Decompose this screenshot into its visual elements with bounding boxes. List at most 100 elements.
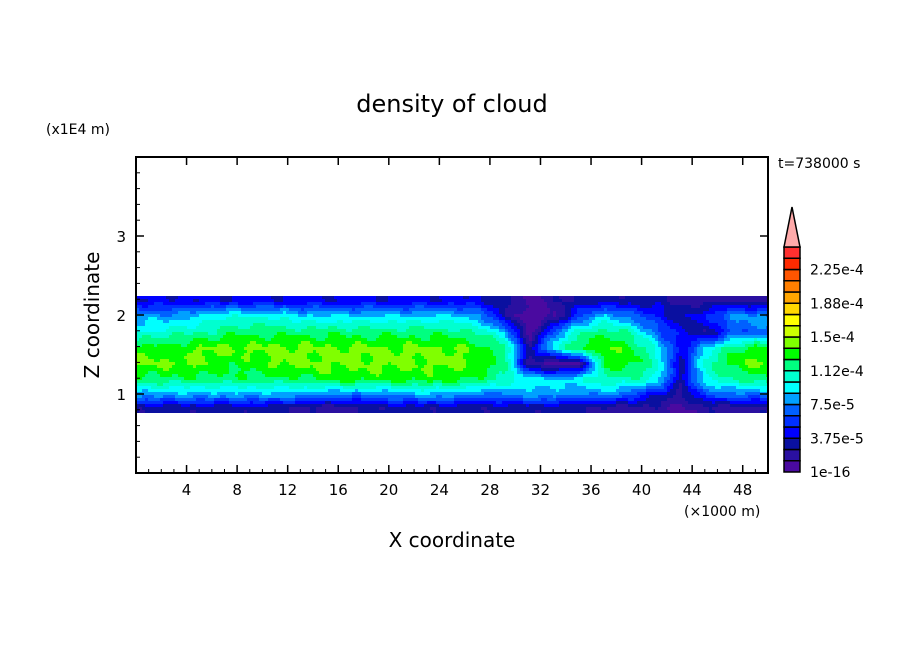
- contour-cell: [220, 296, 232, 299]
- contour-cell: [313, 314, 331, 317]
- contour-cell: [433, 410, 436, 413]
- contour-cell: [586, 386, 619, 389]
- contour-cell: [586, 410, 670, 413]
- contour-cell: [424, 404, 439, 407]
- contour-cell: [658, 377, 664, 380]
- contour-cell: [241, 368, 250, 371]
- contour-cell: [274, 386, 289, 389]
- contour-cell: [664, 320, 673, 323]
- contour-cell: [136, 302, 154, 305]
- contour-cell: [526, 344, 529, 347]
- contour-cell: [442, 347, 454, 350]
- contour-cell: [667, 356, 673, 359]
- contour-cell: [697, 368, 700, 371]
- contour-cell: [580, 356, 586, 359]
- contour-cell: [235, 350, 247, 353]
- contour-cell: [559, 332, 565, 335]
- contour-cell: [514, 347, 517, 350]
- contour-cell: [673, 365, 679, 368]
- contour-cell: [610, 317, 631, 320]
- contour-cell: [433, 371, 487, 374]
- y-tick-label: 1: [116, 386, 126, 404]
- contour-cell: [643, 311, 664, 314]
- x-tick-label: 40: [632, 481, 651, 499]
- colorbar-label: 1e-16: [810, 465, 850, 481]
- contour-cell: [454, 311, 484, 314]
- contour-cell: [532, 335, 535, 338]
- contour-cell: [667, 296, 769, 299]
- contour-cell: [673, 320, 697, 323]
- contour-cell: [679, 386, 682, 389]
- contour-cell: [541, 341, 544, 344]
- contour-cell: [511, 383, 565, 386]
- contour-cell: [556, 335, 565, 338]
- colorbar-box: [783, 358, 801, 372]
- contour-cell: [688, 377, 691, 380]
- contour-cell: [583, 380, 622, 383]
- contour-cell: [520, 332, 523, 335]
- contour-cell: [703, 374, 709, 377]
- contour-cell: [523, 359, 526, 362]
- contour-cell: [247, 377, 289, 380]
- contour-cell: [514, 356, 517, 359]
- contour-cell: [331, 368, 349, 371]
- contour-cell: [136, 326, 169, 329]
- contour-cell: [589, 359, 592, 362]
- contour-cell: [172, 332, 184, 335]
- contour-cell: [715, 329, 724, 332]
- contour-cell: [469, 347, 490, 350]
- contour-cell: [697, 365, 703, 368]
- contour-cell: [670, 389, 676, 392]
- contour-cell: [289, 407, 310, 410]
- contour-cell: [664, 338, 676, 341]
- contour-cell: [238, 314, 298, 317]
- contour-cell: [136, 389, 142, 392]
- contour-cell: [268, 353, 307, 356]
- contour-cell: [616, 401, 628, 404]
- contour-cell: [580, 371, 586, 374]
- contour-cell: [496, 338, 505, 341]
- contour-cell: [721, 326, 727, 329]
- contour-cell: [136, 368, 163, 371]
- contour-cell: [196, 410, 244, 413]
- contour-cell: [703, 311, 715, 314]
- contour-cell: [727, 326, 757, 329]
- contour-cell: [670, 365, 673, 368]
- contour-cell: [508, 353, 514, 356]
- x-tick-label: 32: [531, 481, 550, 499]
- contour-cell: [523, 320, 541, 323]
- contour-cell: [547, 344, 553, 347]
- contour-cell: [136, 311, 178, 314]
- contour-cell: [136, 383, 157, 386]
- contour-cell: [187, 326, 196, 329]
- contour-cell: [715, 401, 730, 404]
- contour-cell: [217, 332, 226, 335]
- contour-cell: [505, 326, 511, 329]
- contour-cell: [283, 299, 325, 302]
- contour-cell: [517, 359, 520, 362]
- contour-cell: [718, 323, 727, 326]
- contour-cell: [634, 338, 649, 341]
- contour-cell: [688, 350, 694, 353]
- contour-cell: [760, 341, 769, 344]
- contour-cell: [166, 329, 217, 332]
- contour-cell: [328, 389, 340, 392]
- contour-cell: [676, 329, 685, 332]
- contour-cell: [502, 401, 523, 404]
- contour-cell: [610, 338, 634, 341]
- contour-cell: [193, 338, 208, 341]
- contour-cell: [403, 308, 409, 311]
- contour-cell: [739, 383, 769, 386]
- contour-cell: [634, 335, 643, 338]
- contour-cell: [718, 359, 727, 362]
- contour-cell: [466, 362, 496, 365]
- contour-cell: [667, 350, 673, 353]
- contour-cell: [550, 308, 565, 311]
- contour-cell: [505, 353, 508, 356]
- contour-cell: [514, 335, 517, 338]
- contour-cell: [238, 302, 253, 305]
- contour-cell: [295, 401, 325, 404]
- contour-cell: [346, 365, 382, 368]
- contour-cell: [745, 362, 763, 365]
- contour-cell: [196, 326, 220, 329]
